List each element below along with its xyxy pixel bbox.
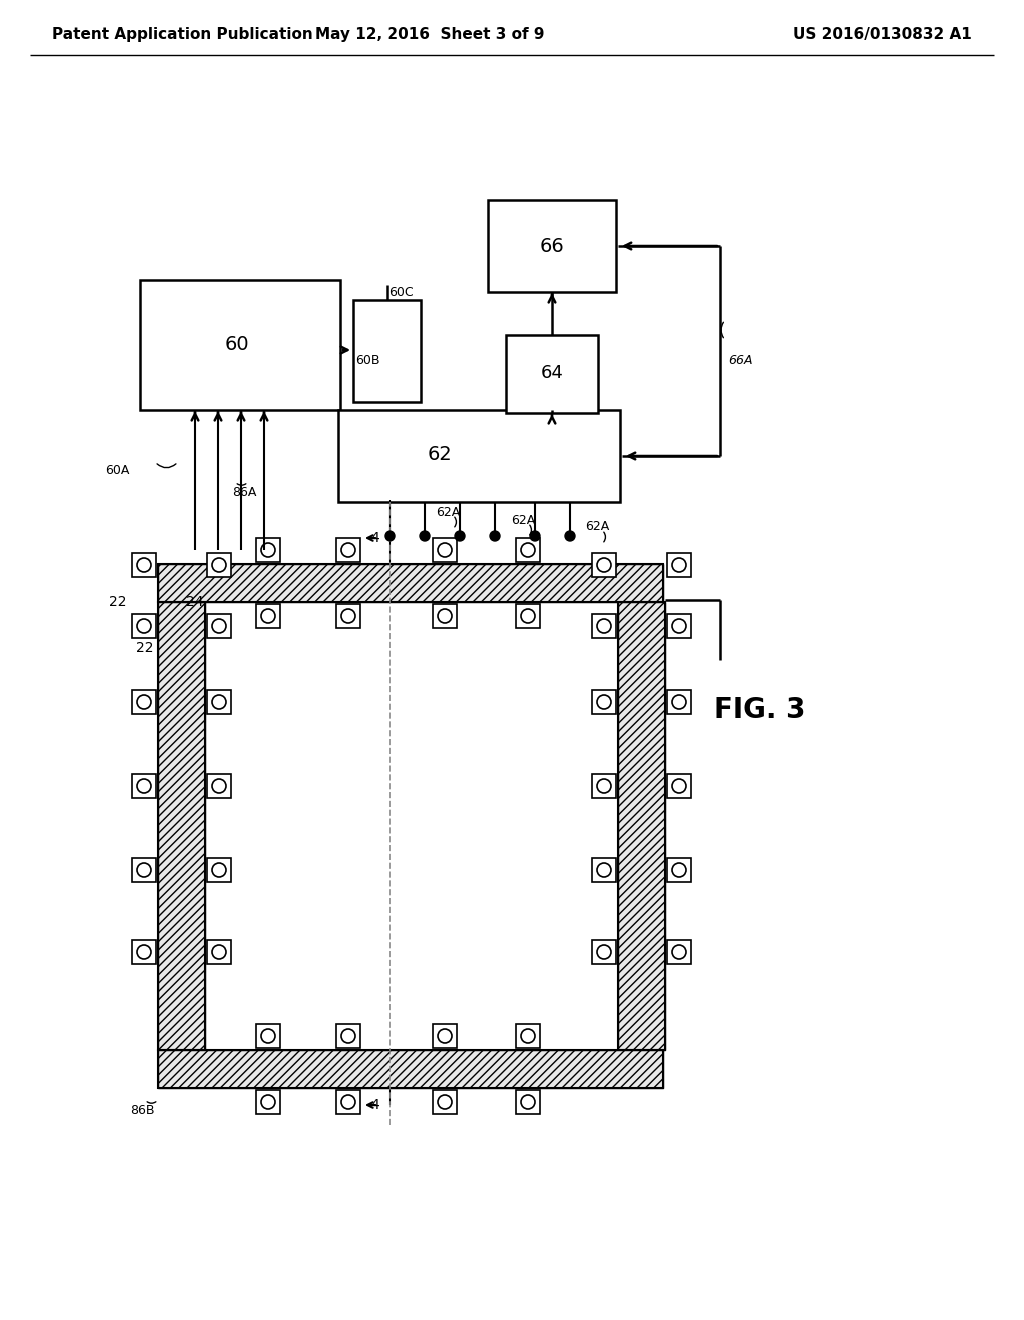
Bar (667, 858, 691, 882)
Bar (506, 335, 598, 413)
Bar (132, 553, 156, 577)
Bar (336, 539, 360, 562)
Bar (132, 614, 156, 638)
Bar (132, 774, 156, 799)
Text: FIG. 3: FIG. 3 (715, 696, 806, 723)
Bar (158, 1049, 663, 1088)
Text: 62A: 62A (511, 513, 536, 527)
Bar (592, 690, 616, 714)
Text: 86A: 86A (232, 486, 256, 499)
Text: 24: 24 (186, 595, 204, 609)
Bar (516, 605, 540, 628)
Bar (256, 539, 280, 562)
Bar (592, 774, 616, 799)
Text: 60B: 60B (355, 354, 380, 367)
Bar (592, 858, 616, 882)
Bar (256, 1090, 280, 1114)
Bar (433, 1024, 457, 1048)
Bar (592, 940, 616, 964)
Text: 86B: 86B (130, 1104, 155, 1117)
Bar (132, 858, 156, 882)
Bar (433, 539, 457, 562)
Bar (336, 1090, 360, 1114)
Bar (488, 201, 616, 292)
Bar (618, 602, 665, 1049)
Circle shape (490, 531, 500, 541)
Bar (516, 1024, 540, 1048)
Bar (158, 1049, 663, 1088)
Bar (667, 690, 691, 714)
Bar (667, 774, 691, 799)
Bar (158, 564, 663, 602)
Text: 22: 22 (136, 642, 154, 655)
Text: Patent Application Publication: Patent Application Publication (52, 28, 312, 42)
Text: 64: 64 (541, 364, 563, 381)
Bar (353, 300, 421, 403)
Bar (207, 690, 231, 714)
Text: 60A: 60A (105, 463, 129, 477)
Bar (207, 774, 231, 799)
Bar (207, 858, 231, 882)
Bar (207, 940, 231, 964)
Text: 62A: 62A (436, 506, 460, 519)
Text: 4: 4 (370, 1098, 379, 1111)
Bar (140, 280, 340, 411)
Text: 62A: 62A (585, 520, 609, 533)
Bar (336, 1024, 360, 1048)
Bar (516, 539, 540, 562)
Bar (158, 564, 663, 602)
Bar (516, 1090, 540, 1114)
Bar (338, 411, 620, 502)
Bar (592, 614, 616, 638)
Bar (158, 602, 205, 1049)
Bar (256, 605, 280, 628)
Text: 4: 4 (370, 531, 379, 545)
Circle shape (530, 531, 540, 541)
Bar (207, 614, 231, 638)
Text: 60: 60 (224, 334, 249, 354)
Text: 22: 22 (110, 595, 127, 609)
Bar (132, 940, 156, 964)
Circle shape (420, 531, 430, 541)
Bar (132, 690, 156, 714)
Bar (433, 1090, 457, 1114)
Text: US 2016/0130832 A1: US 2016/0130832 A1 (794, 28, 972, 42)
Bar (207, 553, 231, 577)
Bar (256, 1024, 280, 1048)
Bar (618, 602, 665, 1049)
Circle shape (565, 531, 575, 541)
Bar (667, 614, 691, 638)
Text: 66: 66 (540, 236, 564, 256)
Bar (667, 553, 691, 577)
Text: May 12, 2016  Sheet 3 of 9: May 12, 2016 Sheet 3 of 9 (315, 28, 545, 42)
Bar (592, 553, 616, 577)
Text: 66A: 66A (728, 354, 753, 367)
Bar (158, 602, 205, 1049)
Bar (433, 605, 457, 628)
Bar (336, 605, 360, 628)
Text: 62: 62 (428, 446, 453, 465)
Text: 60C: 60C (389, 285, 414, 298)
Bar (667, 940, 691, 964)
Circle shape (455, 531, 465, 541)
Circle shape (385, 531, 395, 541)
